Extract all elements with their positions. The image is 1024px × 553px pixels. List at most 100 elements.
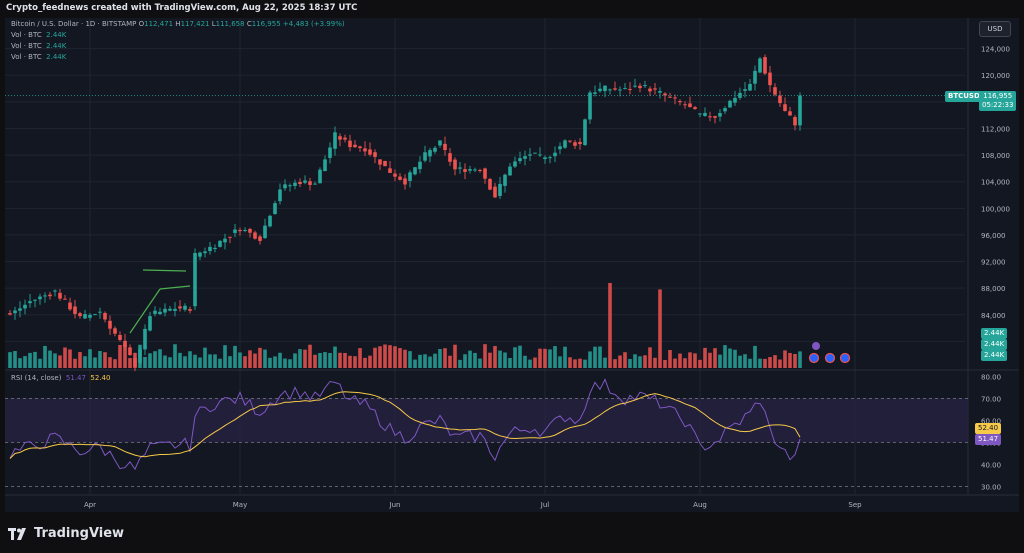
candle-body: [363, 148, 367, 152]
volume-bar: [108, 357, 112, 368]
candle-body: [73, 306, 77, 314]
candle-body: [468, 169, 472, 171]
candle-body: [143, 328, 147, 350]
ohlc-value-h: 117,421: [180, 20, 210, 28]
volume-bar: [448, 355, 452, 368]
candle-body: [798, 95, 802, 126]
volume-bar: [383, 344, 387, 368]
candle-body: [243, 229, 247, 231]
volume-bar: [33, 351, 37, 368]
ohlc-value-c: 116,955: [251, 20, 281, 28]
price-axis-label: 120,000: [981, 72, 1010, 80]
volume-bar: [223, 345, 227, 368]
volume-bar: [613, 359, 617, 368]
price-axis-label: 84,000: [981, 312, 1006, 320]
volume-bar: [128, 358, 132, 368]
candle-body: [273, 203, 277, 214]
candle-body: [473, 169, 477, 171]
candle-body: [38, 296, 42, 300]
candle-body: [353, 144, 357, 148]
volume-bar: [668, 350, 672, 368]
volume-bar: [183, 356, 187, 368]
candle-body: [148, 316, 152, 331]
volume-bar: [88, 349, 92, 368]
candle-body: [378, 159, 382, 165]
volume-bar: [498, 350, 502, 368]
ohlc-label-c: C: [244, 20, 252, 28]
candle-body: [213, 247, 217, 250]
volume-bar: [578, 358, 582, 368]
rsi-ma-value: 52.40: [90, 374, 111, 382]
candle-body: [693, 107, 697, 109]
volume-bar: [123, 344, 127, 368]
volume-bar: [548, 349, 552, 368]
candle-body: [118, 334, 122, 340]
candle-body: [28, 301, 32, 304]
price-chart[interactable]: 124,000120,000116,000112,000108,000104,0…: [5, 18, 1019, 512]
candle-body: [223, 238, 227, 243]
volume-bar: [58, 355, 62, 368]
candle-body: [408, 172, 412, 181]
volume-bar: [268, 357, 272, 368]
volume-bar: [328, 352, 332, 368]
volume-bar: [698, 359, 702, 368]
time-axis-label: Sep: [848, 501, 862, 509]
rsi-axis-label: 30.00: [981, 483, 1001, 491]
candle-body: [508, 166, 512, 176]
volume-bar: [73, 358, 77, 368]
volume-bar: [683, 358, 687, 368]
candle-body: [428, 150, 432, 157]
candle-body: [323, 159, 327, 172]
candle-body: [168, 308, 172, 311]
candle-body: [8, 313, 12, 315]
chart-panel[interactable]: 124,000120,000116,000112,000108,000104,0…: [5, 18, 1019, 512]
volume-bar: [233, 345, 237, 368]
candle-body: [18, 308, 22, 311]
ohlc-value-o: 112,471: [144, 20, 174, 28]
candle-body: [543, 157, 547, 160]
candle-body: [728, 100, 732, 108]
volume-bar: [603, 357, 607, 368]
volume-bar: [143, 356, 147, 368]
candle-body: [598, 88, 602, 92]
candle-body: [318, 169, 322, 184]
volume-bar: [343, 352, 347, 368]
volume-bar: [48, 350, 52, 368]
candle-body: [528, 154, 532, 156]
candle-body: [628, 88, 632, 90]
candle-body: [608, 89, 612, 91]
volume-bar: [743, 354, 747, 368]
candle-body: [218, 240, 222, 247]
candle-body: [313, 183, 317, 185]
candle-body: [758, 58, 762, 73]
volume-bar: [648, 347, 652, 368]
candle-body: [158, 311, 162, 315]
rsi-axis-label: 80.00: [981, 373, 1001, 381]
volume-bar: [298, 349, 302, 368]
volume-bar: [618, 355, 622, 368]
rsi-value: 51.47: [65, 374, 86, 382]
rsi-legend: RSI (14, close) 51.47 52.40: [11, 374, 110, 382]
tradingview-logo[interactable]: TradingView: [8, 526, 124, 541]
event-marker-icon: [812, 342, 820, 350]
trendline: [159, 285, 191, 290]
volume-bar: [713, 348, 717, 368]
volume-bar: [403, 349, 407, 368]
volume-bar: [318, 352, 322, 368]
volume-bar: [663, 359, 667, 368]
rsi-band: [5, 398, 968, 443]
price-axis-label: 112,000: [981, 125, 1010, 133]
volume-bar: [13, 351, 17, 368]
candle-body: [13, 310, 17, 314]
candle-body: [288, 185, 292, 187]
candle-body: [493, 186, 497, 198]
candle-body: [648, 88, 652, 92]
volume-bar: [253, 353, 257, 368]
candle-body: [443, 143, 447, 151]
candle-body: [573, 142, 577, 146]
volume-bar: [638, 356, 642, 368]
currency-button[interactable]: USD: [979, 21, 1011, 37]
volume-bar: [573, 359, 577, 368]
volume-bar: [158, 349, 162, 368]
tradingview-logo-icon: [8, 527, 26, 540]
